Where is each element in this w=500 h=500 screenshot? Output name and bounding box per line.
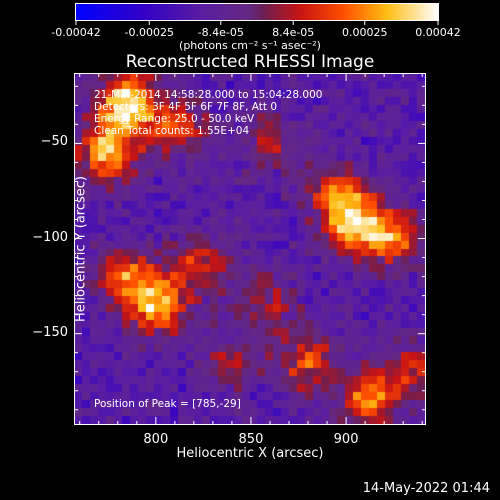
colorbar-tick-label: -0.00042 [51, 26, 101, 39]
x-axis-label: Heliocentric X (arcsec) [176, 446, 324, 461]
chart-title: Reconstructed RHESSI Image [125, 52, 375, 72]
clean-counts-annotation: Clean Total counts: 1.55E+04 [94, 125, 250, 137]
colorbar-tick-label: -8.4e-05 [197, 26, 244, 39]
time-range-annotation: 21-Mar-2014 14:58:28.000 to 15:04:28.000 [94, 89, 323, 101]
y-tick-label: −150 [32, 324, 68, 340]
x-tick-label: 900 [333, 432, 359, 447]
energy-range-annotation: Energy Range: 25.0 - 50.0 keV [94, 113, 255, 125]
date-stamp: 14-May-2022 01:44 [362, 481, 490, 496]
plot-area: 21-Mar-2014 14:58:28.000 to 15:04:28.000… [74, 73, 426, 425]
y-tick-label: −100 [32, 229, 68, 245]
colorbar-tick-label: 0.00042 [415, 26, 461, 39]
colorbar [75, 3, 439, 21]
heatmap-image [75, 74, 425, 424]
colorbar-unit-label: (photons cm⁻² s⁻¹ asec⁻²) [179, 39, 321, 52]
colorbar-tick-label: 8.4e-05 [272, 26, 315, 39]
colorbar-tick-label: 0.00025 [341, 26, 388, 39]
colorbar-gradient [76, 4, 438, 20]
x-tick-label: 800 [143, 432, 169, 447]
peak-position-annotation: Position of Peak = [785,-29] [94, 398, 241, 410]
colorbar-tick-label: -0.00025 [124, 26, 174, 39]
x-tick-label: 850 [238, 432, 264, 447]
y-axis-label: Heliocentric Y (arcsec) [73, 176, 89, 322]
detectors-annotation: Detectors: 3F 4F 5F 6F 7F 8F, Att 0 [94, 101, 278, 113]
y-tick-label: −50 [40, 134, 68, 150]
